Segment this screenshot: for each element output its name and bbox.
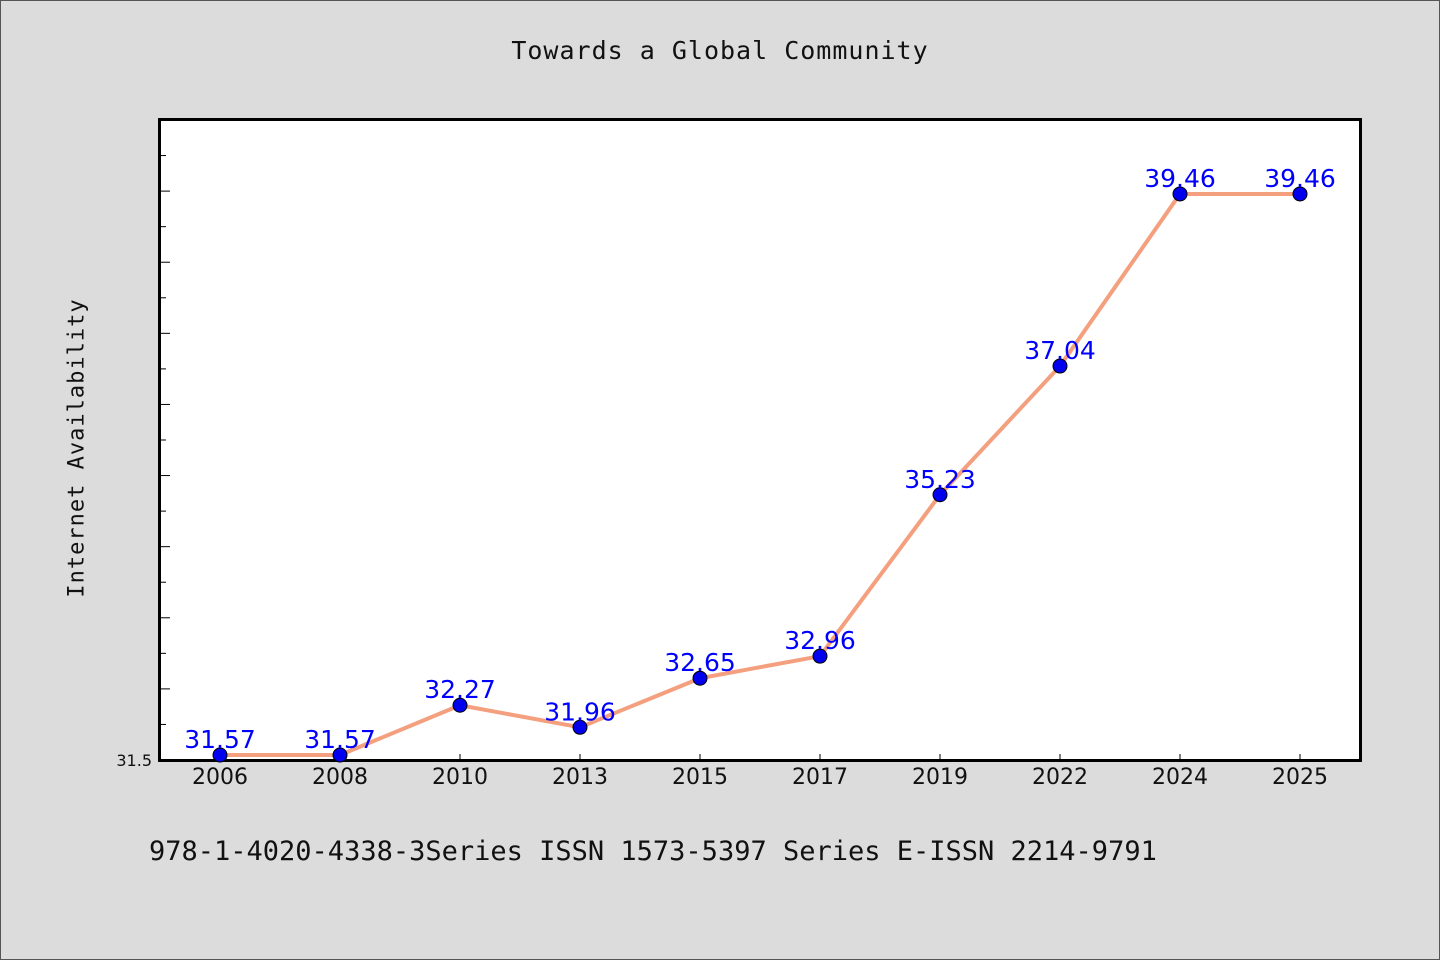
data-label: 39.46 (1144, 164, 1216, 193)
x-tick-label: 2006 (192, 765, 248, 790)
x-tick-label: 2010 (432, 765, 488, 790)
x-tick-label: 2013 (552, 765, 608, 790)
x-tick-label: 2008 (312, 765, 368, 790)
x-tick-label: 2017 (792, 765, 848, 790)
data-point (692, 670, 708, 686)
data-point (1292, 186, 1308, 202)
data-label: 31.57 (184, 725, 256, 754)
data-point (452, 697, 468, 713)
y-tick-label: 31.5 (116, 751, 152, 770)
x-tick-label: 2019 (912, 765, 968, 790)
data-point (932, 487, 948, 503)
data-point (572, 719, 588, 735)
x-tick-label: 2015 (672, 765, 728, 790)
data-label: 31.57 (304, 725, 376, 754)
data-point (332, 747, 348, 763)
data-label: 32.27 (424, 675, 496, 704)
data-label: 37.04 (1024, 336, 1096, 365)
data-label: 32.96 (784, 626, 856, 655)
x-axis-ticks: 2006 2008 2010 2013 2015 2017 2019 2022 2024 2025 (192, 754, 1328, 790)
plot-area (158, 118, 1362, 762)
x-tick-label: 2024 (1152, 765, 1208, 790)
footer-text: 978-1-4020-4338-3Series ISSN 1573-5397 S… (149, 836, 1157, 867)
y-axis-ticks: 31.5 (116, 119, 170, 770)
data-point (1172, 186, 1188, 202)
x-tick-label: 2022 (1032, 765, 1088, 790)
chart-title: Towards a Global Community (511, 36, 929, 65)
data-label: 32.65 (664, 648, 736, 677)
data-point (1052, 358, 1068, 374)
x-tick-label: 2025 (1272, 765, 1328, 790)
data-label: 31.96 (544, 697, 616, 726)
data-label: 35.23 (904, 465, 976, 494)
data-point (812, 648, 828, 664)
series-layer (212, 186, 1308, 763)
data-labels: 31.57 31.57 32.27 31.96 32.65 32.96 35.23 37.04… (184, 164, 1336, 754)
data-point (212, 747, 228, 763)
series-line (220, 191, 1300, 758)
data-label: 39.46 (1264, 164, 1336, 193)
